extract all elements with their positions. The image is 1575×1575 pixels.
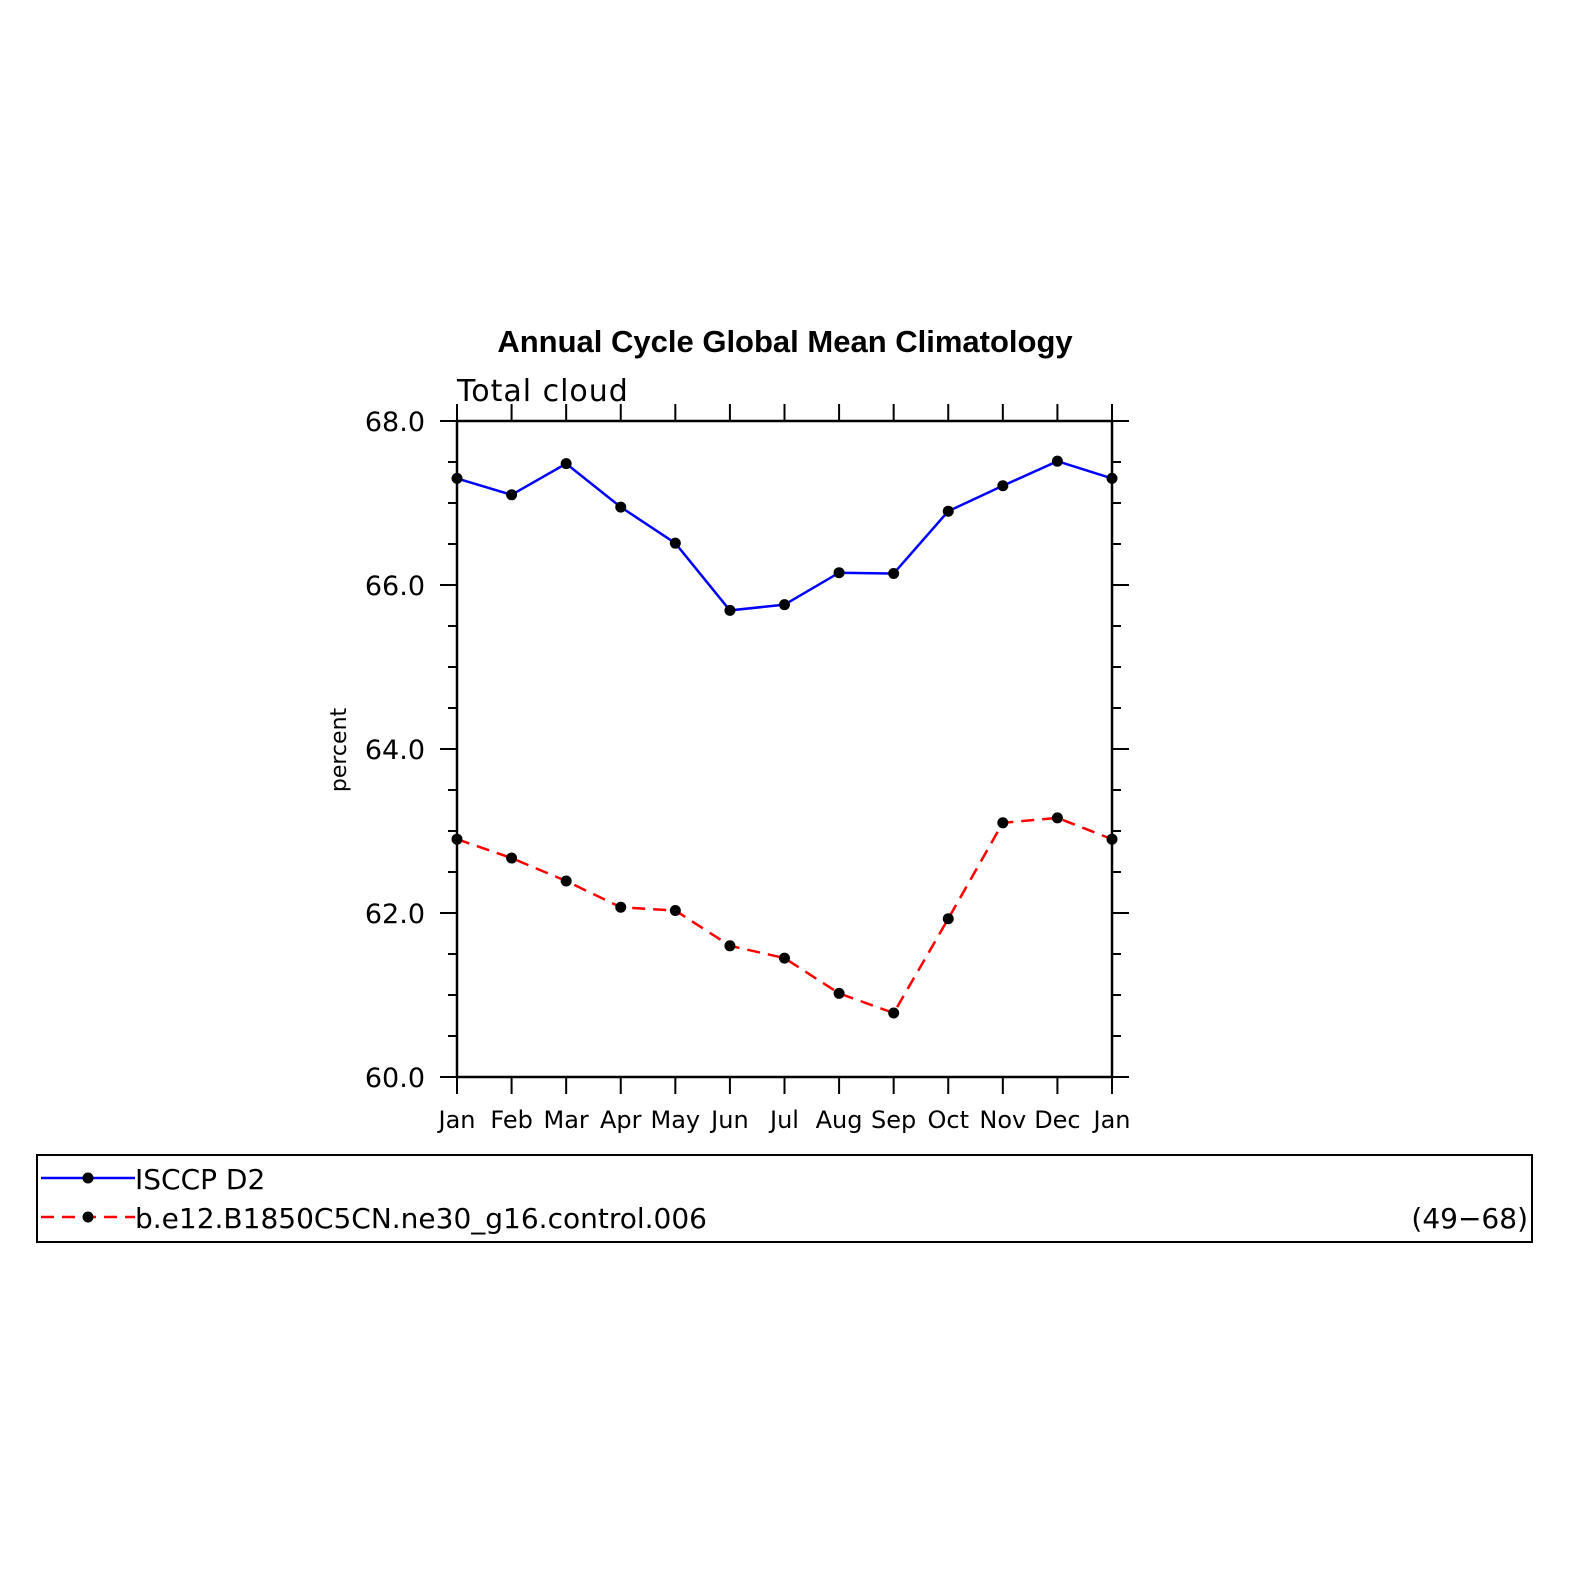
series-1-point (888, 568, 900, 580)
series-1-point (833, 567, 845, 579)
x-tick-label: Feb (490, 1106, 533, 1134)
series-1-point (451, 472, 463, 484)
x-axis: Jan Feb Mar Apr May Jun Jul Aug Sep Oct Nov Dec Jan (437, 404, 1131, 1134)
legend-label-2: b.e12.B1850C5CN.ne30_g16.control.006 (135, 1202, 707, 1235)
y-tick-label: 68.0 (365, 407, 425, 438)
series-line-1 (456, 459, 1113, 612)
series-1-point (997, 480, 1009, 492)
y-tick-label: 66.0 (365, 571, 425, 602)
series-1-point (506, 489, 518, 501)
series-2-point (724, 940, 736, 952)
legend-label-1: ISCCP D2 (135, 1163, 265, 1196)
series-2-point (506, 852, 518, 864)
y-axis: 60.0 62.0 64.0 66.0 68.0 (365, 407, 1129, 1094)
series-2-point (615, 901, 627, 913)
y-tick-label: 62.0 (365, 899, 425, 930)
series-2-point (942, 913, 954, 925)
x-tick-label: Nov (979, 1106, 1026, 1134)
chart-subtitle: Total cloud (456, 374, 629, 409)
x-tick-label: Jul (768, 1106, 799, 1134)
x-tick-label: Jan (1092, 1106, 1131, 1134)
series-2-point (997, 817, 1009, 829)
series-1-point (1106, 472, 1118, 484)
y-tick-label: 64.0 (365, 735, 425, 766)
series-2-point (833, 987, 845, 999)
plot-frame (455, 419, 1114, 1079)
plot-border (455, 419, 1114, 1079)
legend-marker-1 (82, 1172, 94, 1184)
series-2-point (669, 905, 681, 917)
legend: ISCCP D2 b.e12.B1850C5CN.ne30_g16.contro… (36, 1154, 1533, 1243)
series-1-point (1051, 455, 1063, 467)
series-2-point (888, 1007, 900, 1019)
series-1-point (560, 458, 572, 470)
legend-note-2: (49−68) (1411, 1202, 1528, 1235)
x-tick-label: Sep (871, 1106, 916, 1134)
y-tick-label: 60.0 (365, 1063, 425, 1094)
legend-box (36, 1154, 1533, 1243)
series-2-point (451, 833, 463, 845)
series-2-point (1106, 833, 1118, 845)
x-tick-label: Jun (709, 1106, 749, 1134)
x-tick-label: Aug (816, 1106, 863, 1134)
series-1-point (779, 599, 790, 611)
series-2-point (560, 875, 572, 887)
series-1-point (615, 501, 627, 513)
legend-marker-2 (82, 1211, 94, 1223)
series-layer (451, 455, 1118, 1019)
series-2-point (1051, 812, 1063, 824)
y-axis-label: percent (327, 707, 352, 792)
x-tick-label: May (651, 1106, 701, 1134)
x-tick-label: Apr (600, 1106, 642, 1134)
series-1-point (724, 604, 736, 616)
x-tick-label: Jan (437, 1106, 476, 1134)
x-tick-label: Dec (1034, 1106, 1080, 1134)
series-2-point (779, 952, 790, 964)
series-1-point (669, 537, 681, 549)
x-tick-label: Oct (928, 1106, 970, 1134)
series-line-2 (456, 816, 1113, 1015)
x-tick-label: Mar (544, 1106, 589, 1134)
chart-title: Annual Cycle Global Mean Climatology (497, 324, 1073, 359)
series-1-point (942, 505, 954, 517)
